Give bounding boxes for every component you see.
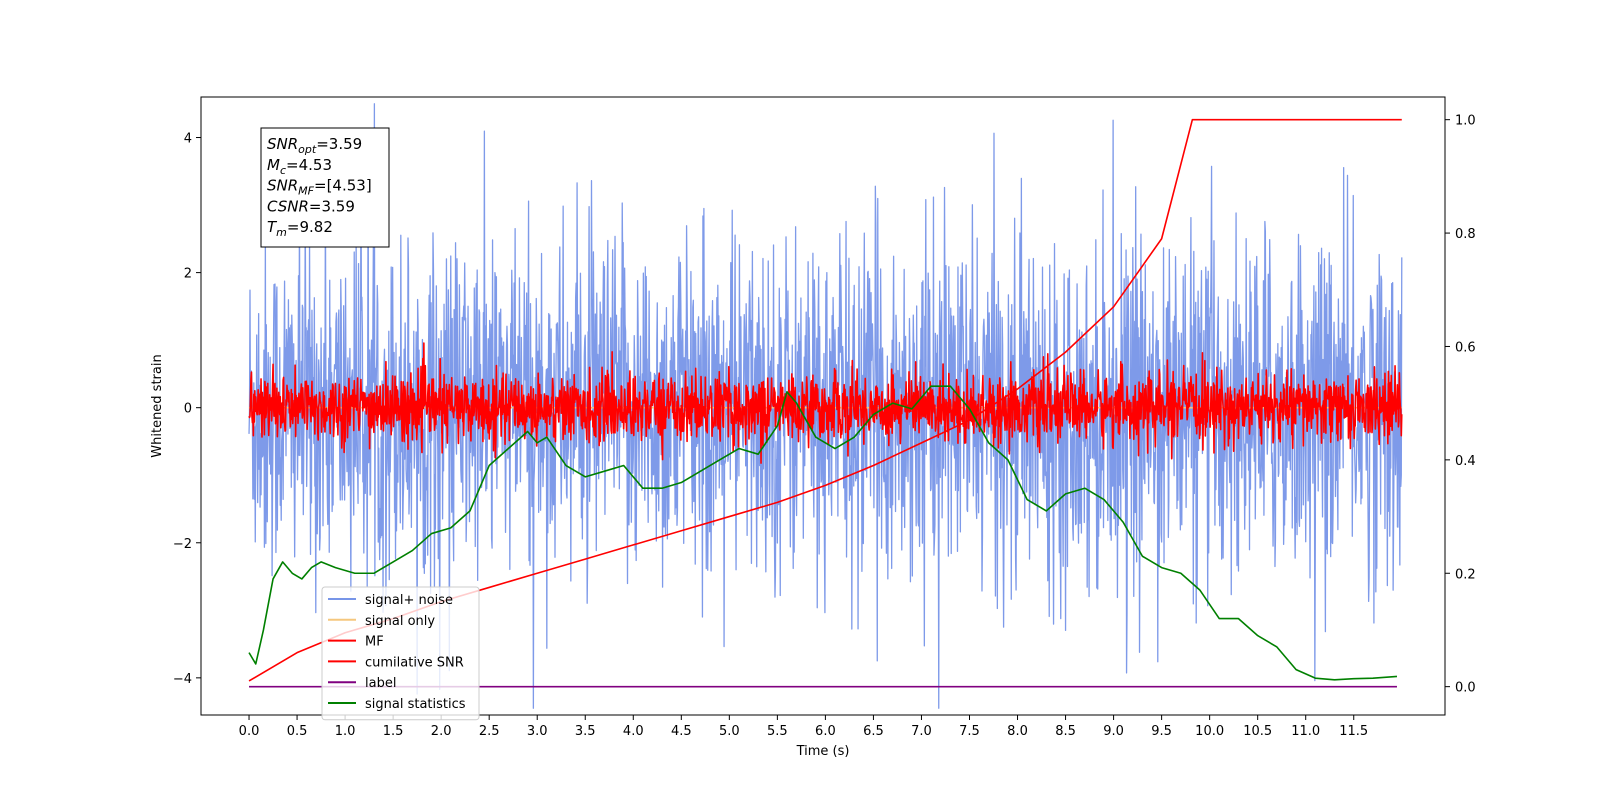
x-tick-label: 7.5 [959,724,980,739]
annotation-line: SNRopt=3.59 [267,135,362,156]
x-tick-label: 4.5 [671,724,692,739]
x-tick-label: 2.0 [431,724,452,739]
y-right-tick-label: 0.6 [1455,340,1476,355]
x-tick-label: 1.0 [335,724,356,739]
y-axis-left: −4 −2 0 2 4 [173,132,201,687]
annotation-line: CSNR=3.59 [267,197,355,215]
y-axis-right: 0.0 0.2 0.4 0.6 0.8 1.0 [1445,114,1476,696]
legend-label-label: label [365,676,396,691]
x-tick-label: 9.0 [1103,724,1124,739]
y-tick-label: −4 [173,672,192,687]
x-axis-label: Time (s) [796,744,850,759]
x-tick-label: 10.5 [1243,724,1272,739]
x-tick-label: 0.0 [239,724,260,739]
x-tick-label: 6.0 [815,724,836,739]
legend-label-signal-noise: signal+ noise [365,593,453,608]
y-tick-label: 4 [184,132,192,147]
y-right-tick-label: 0.8 [1455,227,1476,242]
x-tick-label: 3.5 [575,724,596,739]
y-right-tick-label: 0.2 [1455,567,1476,582]
x-tick-label: 1.5 [383,724,404,739]
x-tick-label: 7.0 [911,724,932,739]
legend-frame [321,586,480,721]
x-tick-label: 5.5 [767,724,788,739]
legend-label-cumilative-snr: cumilative SNR [365,655,464,670]
x-tick-label: 11.0 [1291,724,1320,739]
y-axis-label: Whitened strain [150,354,165,457]
legend-label-signal-statistics: signal statistics [365,697,466,712]
y-tick-label: 2 [184,267,192,282]
plot-frame [200,96,1446,716]
x-tick-label: 2.5 [479,724,500,739]
x-tick-label: 4.0 [623,724,644,739]
legend: signal+ noise signal only MF cumilative SNR… [321,586,480,721]
x-tick-label: 8.0 [1007,724,1028,739]
x-tick-label: 5.0 [719,724,740,739]
annotation-frame [260,127,390,248]
x-tick-label: 9.5 [1151,724,1172,739]
series-line-mf [248,342,1403,464]
x-tick-label: 0.5 [287,724,308,739]
y-right-tick-label: 1.0 [1455,114,1476,129]
x-tick-label: 3.0 [527,724,548,739]
annotation-line: Tm=9.82 [267,218,333,239]
x-tick-label: 10.0 [1195,724,1224,739]
x-axis: 0.0 0.5 1.0 1.5 2.0 2.5 3.0 3.5 4.0 4.5 5.0 5.5 6.0 6… [239,715,1368,739]
x-tick-label: 6.5 [863,724,884,739]
y-tick-label: 0 [184,402,192,417]
y-tick-label: −2 [173,537,192,552]
legend-label-mf: MF [365,635,384,650]
x-tick-label: 8.5 [1055,724,1076,739]
annotation-line: Mc=4.53 [267,156,332,177]
legend-label-signal-only: signal only [365,614,435,629]
y-right-tick-label: 0.0 [1455,681,1476,696]
x-tick-label: 11.5 [1339,724,1368,739]
series-line-signal-statistics [248,385,1398,681]
annotation-line: SNRMF=[4.53] [267,177,372,198]
series-line-signal-noise [248,103,1403,709]
y-right-tick-label: 0.4 [1455,454,1476,469]
